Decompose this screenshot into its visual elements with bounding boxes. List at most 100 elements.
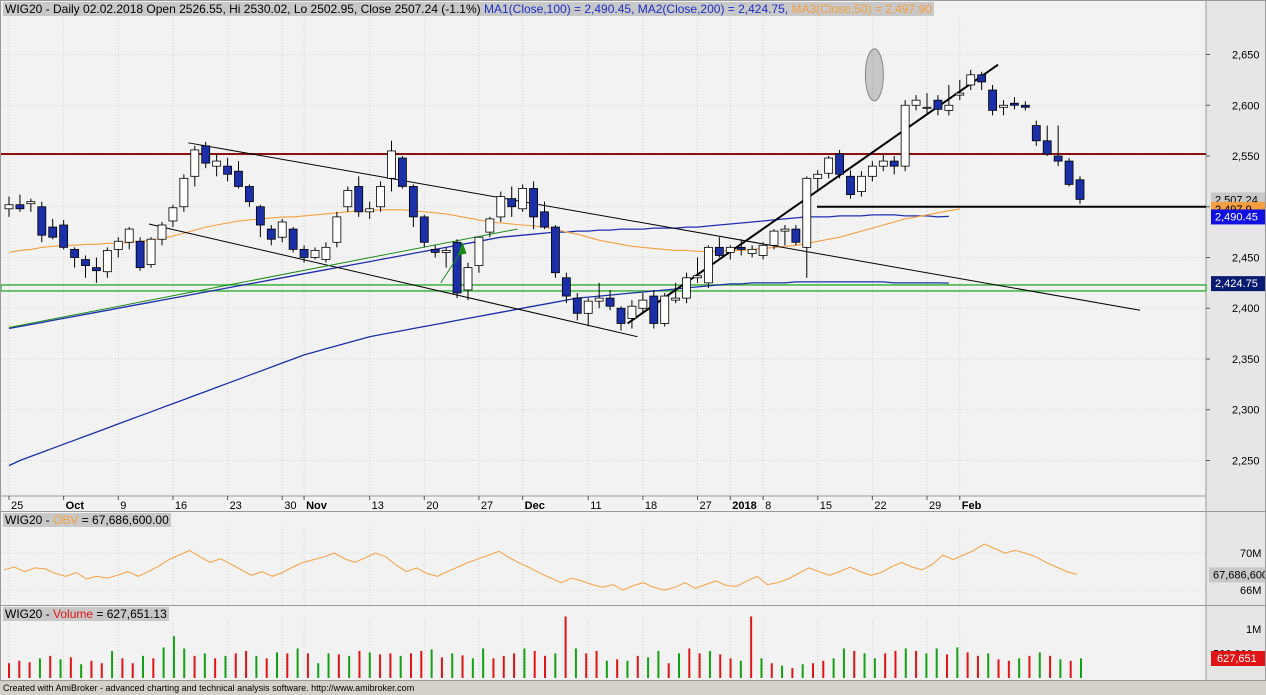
obv-badge-label: 67,686,600 <box>1213 569 1266 581</box>
y-tick-label: 2,250 <box>1232 455 1260 467</box>
candle-body <box>92 267 101 272</box>
candle-body <box>933 99 943 110</box>
header-ma3: MA3(Close,50) = 2,497.90 <box>788 2 932 16</box>
candle-body <box>572 297 582 314</box>
candle-body <box>288 228 298 250</box>
green-up-trendline <box>8 228 518 329</box>
candle-body <box>1075 179 1085 200</box>
candle-body <box>37 206 47 236</box>
candle-body <box>430 248 440 253</box>
price-badge-label: 2,490.45 <box>1215 211 1258 223</box>
candle-body <box>277 221 287 238</box>
x-tick-label: 30 <box>284 500 296 512</box>
candle-body <box>223 165 232 175</box>
x-tick-label: Oct <box>66 500 85 512</box>
y-tick-label: 2,300 <box>1232 405 1260 417</box>
candle-body <box>518 188 528 210</box>
candle-body <box>758 244 768 256</box>
candle-body <box>1031 125 1041 142</box>
candle-body <box>4 204 14 210</box>
obv-pane[interactable]: 70M 66M 67,686,600 WIG20 - OBV = 67,686,60… <box>0 511 1266 607</box>
candle-body <box>966 74 976 86</box>
candle-body <box>955 92 965 96</box>
volume-pane[interactable]: 1M500,000627,651 WIG20 - Volume = 627,65… <box>0 605 1266 681</box>
volume-axis-area <box>1206 606 1265 680</box>
header-ma2: MA2(Close,200) = 2,424.75, <box>634 2 789 16</box>
volume-badge-box <box>1211 651 1265 666</box>
candle-body <box>813 173 823 179</box>
y-tick-label: 2,450 <box>1232 253 1260 265</box>
price-axis-area <box>1206 1 1265 512</box>
candle-body <box>583 300 593 314</box>
y-tick-label: 2,400 <box>1232 303 1260 315</box>
candle-body <box>780 228 790 232</box>
header-ma1: MA1(Close,100) = 2,490.45, <box>483 2 635 16</box>
obv-chart[interactable]: 70M 66M 67,686,600 <box>1 512 1266 607</box>
candle-body <box>299 248 309 258</box>
candle-body <box>266 228 276 240</box>
candle-body <box>146 238 156 266</box>
candle-body <box>736 246 746 250</box>
x-tick-label: Feb <box>962 500 982 512</box>
volume-header: WIG20 - Volume = 627,651.13 <box>3 607 169 621</box>
candle-body <box>59 224 69 248</box>
candle-body <box>124 228 134 243</box>
price-pane[interactable]: 2,6502,6002,5502,5002,4502,4002,3502,300… <box>0 0 1266 513</box>
obv-value: = 67,686,600.00 <box>78 513 169 527</box>
candle-body <box>867 165 877 177</box>
candle-body <box>201 145 211 164</box>
volume-chart[interactable]: 1M500,000627,651 <box>1 606 1266 681</box>
candle-body <box>1042 140 1052 155</box>
candle-body <box>540 211 549 228</box>
candle-body <box>627 305 637 319</box>
x-tick-label: 25 <box>11 500 23 512</box>
green-zone <box>1 284 1207 292</box>
candle-body <box>693 275 702 279</box>
candle-body <box>474 236 484 267</box>
candle-body <box>463 267 473 291</box>
obv-badge-box <box>1209 567 1265 583</box>
candle-body <box>1020 104 1030 108</box>
candle-body <box>616 307 626 324</box>
candle-body <box>747 248 757 254</box>
lower-down-trendline <box>148 223 638 338</box>
candle-body <box>944 104 954 111</box>
green-arrow-head <box>457 242 467 256</box>
candle-body <box>594 297 604 302</box>
candle-body <box>81 259 90 267</box>
x-tick-label: 27 <box>700 500 712 512</box>
candle-body <box>135 240 145 269</box>
candle-body <box>332 216 342 243</box>
obv-name: OBV <box>53 513 79 527</box>
header-info: - Daily 02.02.2018 Open 2526.55, Hi 2530… <box>42 2 484 16</box>
obv-line <box>3 543 1078 591</box>
obv-badge: 67,686,600 <box>1209 567 1266 583</box>
y-tick-label: 2,600 <box>1232 100 1260 112</box>
x-tick-label: 9 <box>120 500 126 512</box>
candle-body <box>561 277 571 297</box>
candle-body <box>387 150 396 179</box>
ma200-line <box>8 281 949 467</box>
x-tick-label: Dec <box>525 500 545 512</box>
peak-highlight <box>864 48 884 102</box>
obv-symbol: WIG20 <box>5 513 43 527</box>
x-tick-label: 16 <box>175 500 187 512</box>
price-chart[interactable]: 2,6502,6002,5502,5002,4502,4002,3502,300… <box>1 1 1266 513</box>
candle-body <box>704 246 713 284</box>
candle-body <box>321 246 331 260</box>
candle-body <box>725 246 735 253</box>
candle-body <box>190 149 200 177</box>
candle-body <box>857 175 866 192</box>
candle-body <box>922 106 932 109</box>
candle-body <box>911 99 921 106</box>
candle-body <box>310 249 320 258</box>
candle-body <box>671 297 681 301</box>
candle-body <box>102 249 112 273</box>
candle-body <box>999 104 1008 108</box>
x-tick-label: 13 <box>372 500 384 512</box>
candle-body <box>682 277 691 299</box>
x-tick-label: 11 <box>590 500 601 512</box>
candle-body <box>529 188 538 218</box>
vol-symbol: WIG20 <box>5 607 43 621</box>
y-tick-label: 2,350 <box>1232 354 1260 366</box>
